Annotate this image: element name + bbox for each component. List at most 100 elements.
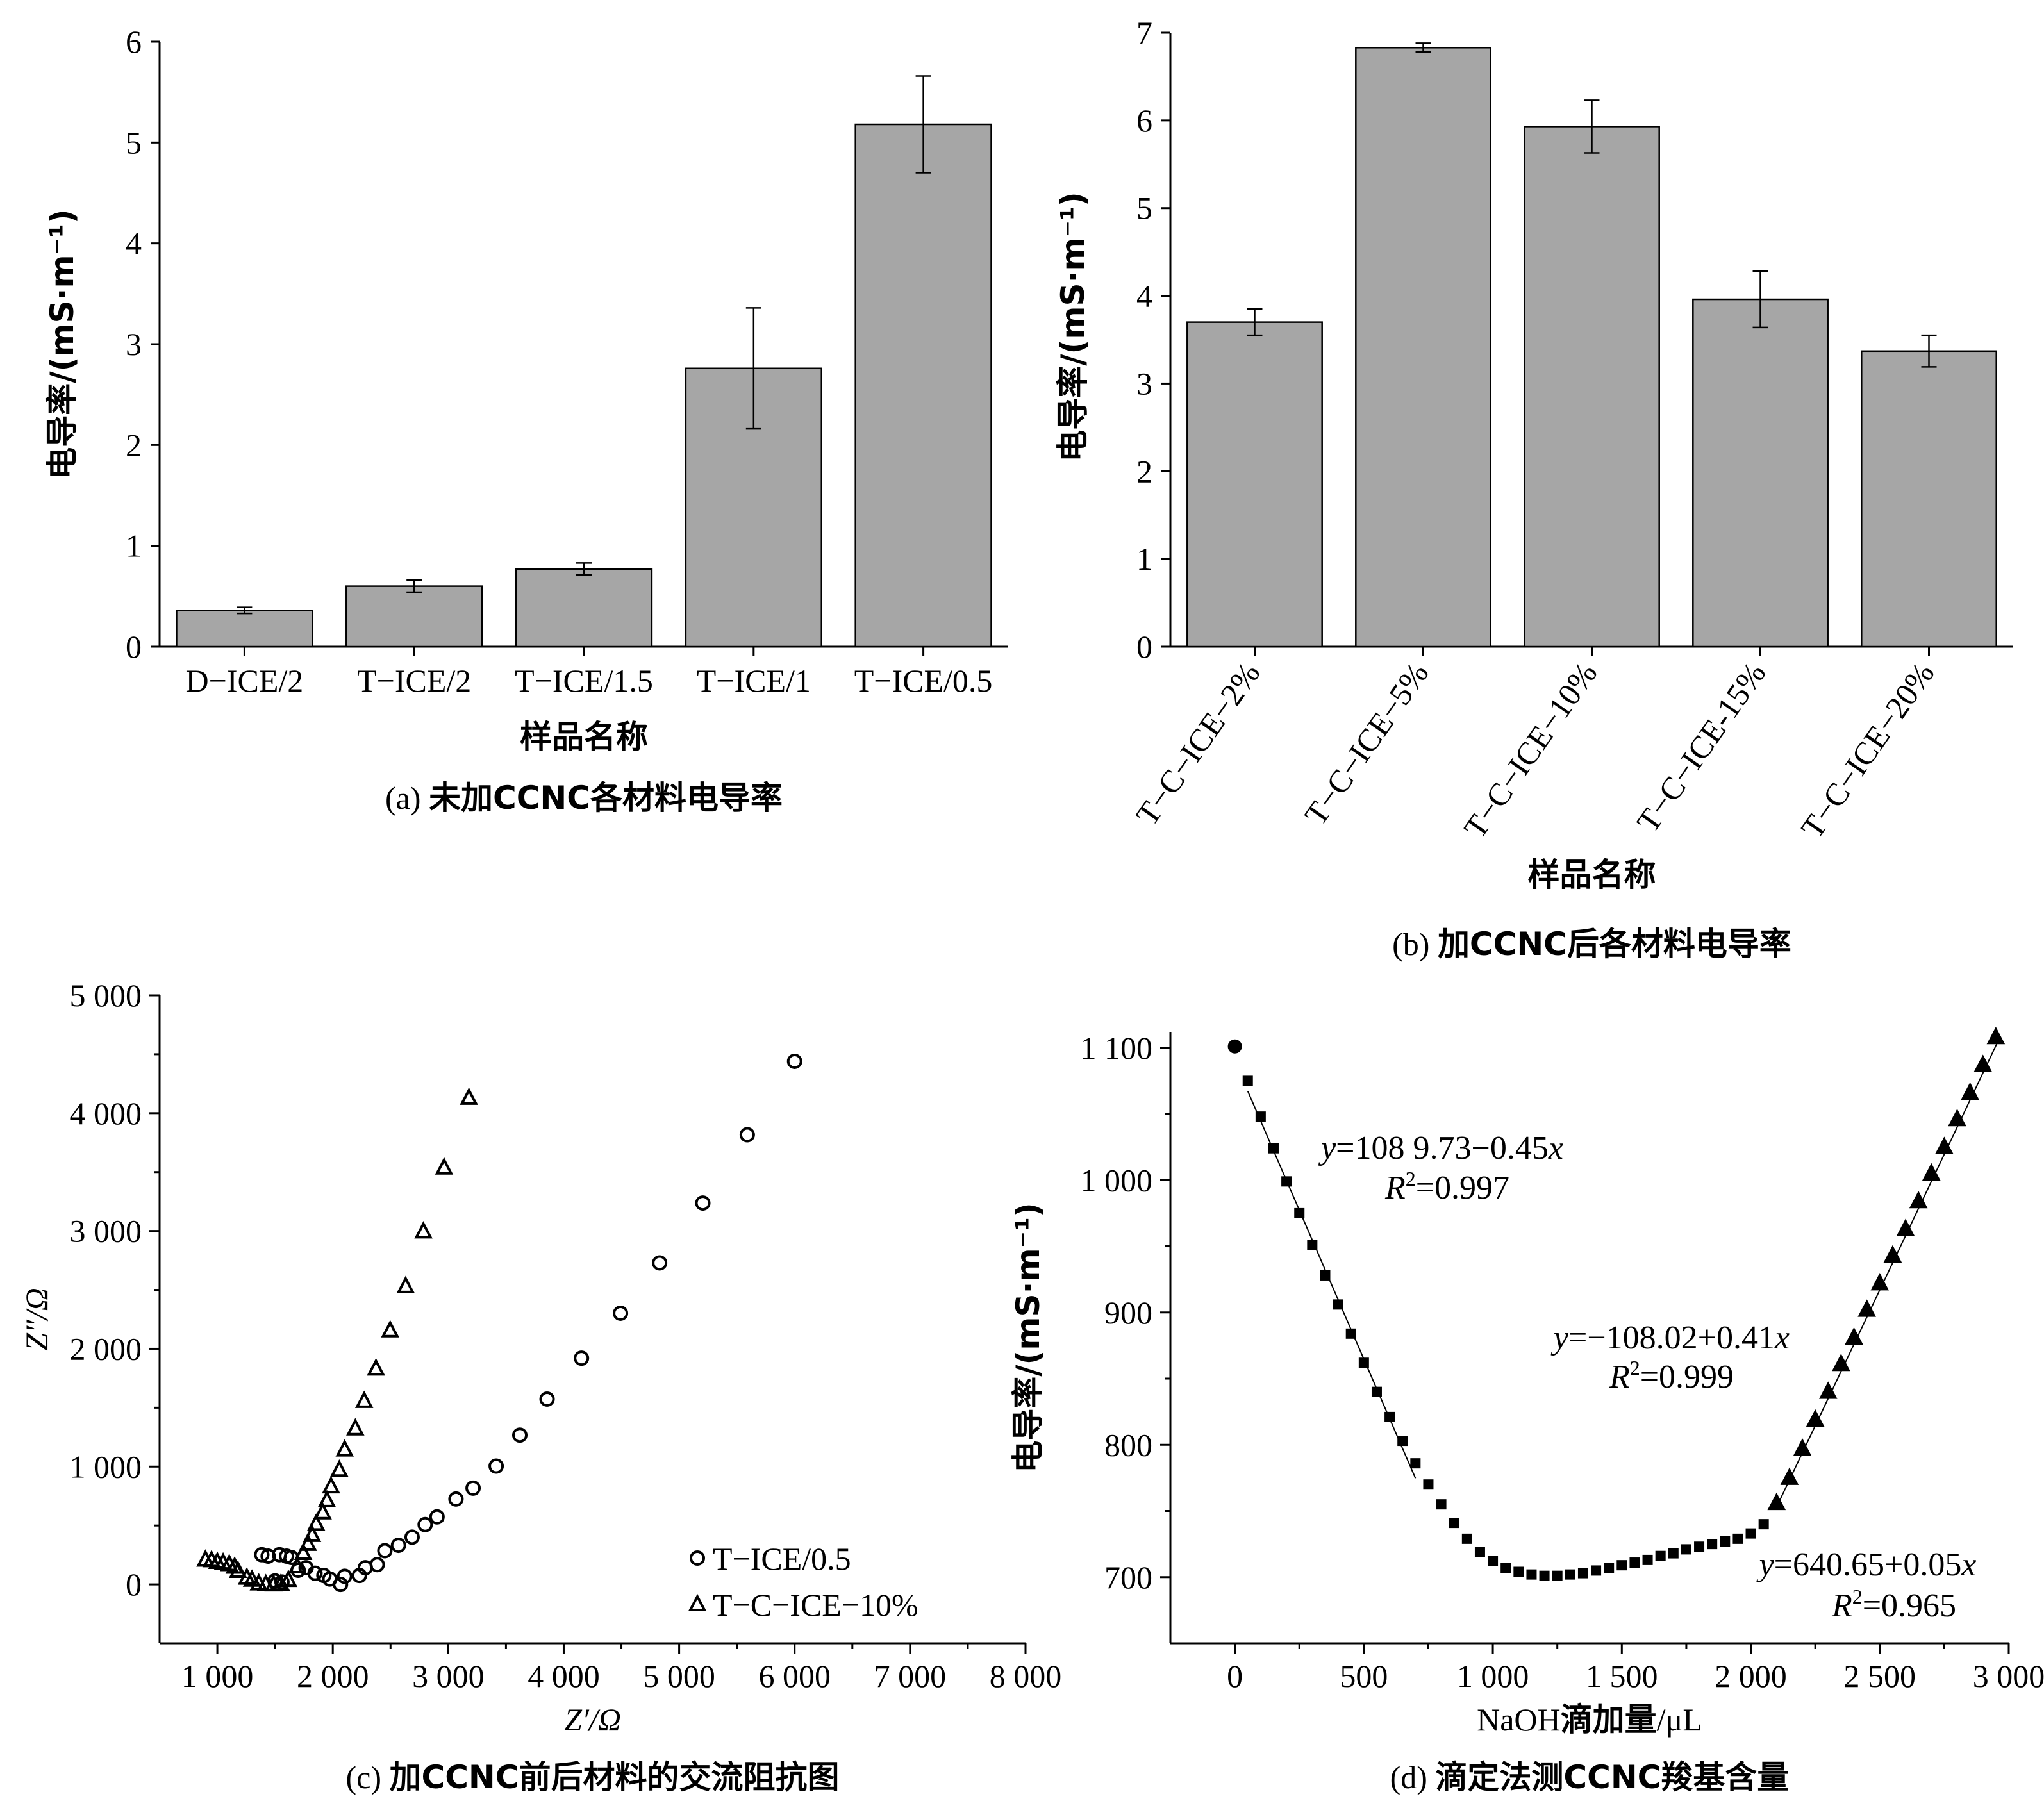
y-tick-label: 0	[126, 1566, 142, 1602]
y-tick-label: 5	[126, 124, 142, 160]
x-axis-label: 样品名称	[1528, 856, 1656, 893]
legend-label: T−C−ICE−10%	[713, 1587, 918, 1623]
data-point-triangle	[1883, 1245, 1902, 1263]
data-point-triangle	[242, 1569, 262, 1587]
data-point-square	[1320, 1270, 1331, 1281]
x-tick-label: 4 000	[528, 1658, 600, 1694]
data-point-triangle	[1767, 1492, 1786, 1511]
x-tick-label: T−ICE/1.5	[515, 663, 653, 699]
x-tick-label: 7 000	[874, 1658, 947, 1694]
data-point-circle	[448, 1491, 464, 1507]
data-point-triangle	[435, 1157, 454, 1175]
x-tick-label: 5 000	[643, 1658, 715, 1694]
data-point-square	[1552, 1570, 1563, 1581]
data-point-triangle	[1896, 1218, 1915, 1236]
data-point-triangle	[1922, 1163, 1941, 1181]
r2-sup: 2	[1630, 1356, 1640, 1379]
data-point-triangle	[1857, 1299, 1876, 1317]
x-tick-label: T−C−ICE−10%	[1457, 656, 1604, 845]
caption-text: 滴定法测CCNC羧基含量	[1435, 1759, 1789, 1796]
data-point-square	[1745, 1528, 1756, 1539]
data-point-triangle	[317, 1489, 337, 1507]
bar	[176, 610, 313, 648]
data-point-square	[1294, 1207, 1305, 1218]
data-point-square	[1307, 1240, 1318, 1250]
eq-y: y	[1550, 1320, 1569, 1356]
caption-text: 加CCNC前后材料的交流阻抗图	[390, 1759, 840, 1796]
r2-label: R	[1384, 1170, 1406, 1206]
r2-value: =0.997	[1416, 1170, 1509, 1206]
y-tick-label: 700	[1104, 1559, 1152, 1595]
eq-y: y	[1756, 1547, 1775, 1583]
data-point-square	[1681, 1544, 1691, 1555]
data-point-triangle	[1806, 1409, 1825, 1427]
y-axis-label: 电导率/(mS·m⁻¹)	[1010, 1202, 1047, 1472]
x-tick-label: 1 000	[181, 1658, 254, 1694]
r2-value: =0.965	[1863, 1588, 1956, 1624]
y-tick-label: 900	[1104, 1295, 1152, 1331]
data-point-square	[1255, 1111, 1266, 1122]
data-point-circle	[695, 1195, 711, 1211]
data-point-circle	[429, 1509, 445, 1525]
data-point-square	[1345, 1328, 1356, 1339]
data-point-triangle	[1935, 1136, 1954, 1154]
data-point-square	[1758, 1519, 1769, 1530]
data-point-circle	[613, 1305, 629, 1321]
y-tick-label: 0	[126, 629, 142, 665]
data-point-circle	[417, 1516, 433, 1532]
data-point-triangle	[294, 1542, 313, 1561]
x-tick-label: 2 500	[1844, 1658, 1916, 1694]
data-point-square	[1629, 1557, 1640, 1568]
data-point-circle	[377, 1543, 393, 1559]
eq-x: x	[1548, 1130, 1563, 1166]
data-point-circle	[786, 1053, 802, 1069]
data-point-circle	[337, 1568, 353, 1584]
data-point-triangle	[329, 1459, 349, 1477]
data-point-circle	[690, 1550, 705, 1566]
y-tick-label: 800	[1104, 1427, 1152, 1463]
data-point-circle	[652, 1255, 668, 1271]
x-axis-label: NaOH滴加量/μL	[1477, 1701, 1702, 1738]
data-point-triangle	[279, 1569, 298, 1588]
x-label-prefix: NaOH	[1477, 1702, 1561, 1738]
y-tick-label: 2	[126, 427, 142, 463]
y-tick-label: 1 000	[70, 1448, 142, 1484]
data-point-square	[1668, 1548, 1679, 1559]
data-point-square	[1461, 1533, 1472, 1544]
y-tick-label: 1 000	[1081, 1162, 1153, 1198]
data-point-triangle	[322, 1475, 340, 1494]
data-point-triangle	[313, 1502, 332, 1520]
data-point-square	[1513, 1566, 1524, 1577]
data-point-triangle	[335, 1439, 354, 1457]
r2-sup: 2	[1406, 1167, 1416, 1190]
data-point-square	[1707, 1539, 1718, 1550]
data-point-square	[1500, 1563, 1511, 1573]
fit-line	[1775, 1040, 1999, 1507]
data-point-triangle	[346, 1418, 365, 1436]
caption-prefix: (a)	[385, 780, 429, 816]
y-tick-label: 3	[126, 326, 142, 362]
data-point-circle	[1227, 1039, 1242, 1054]
data-point-triangle	[367, 1358, 385, 1376]
x-tick-label: 6 000	[758, 1658, 831, 1694]
x-tick-label: 1 000	[1457, 1658, 1529, 1694]
y-tick-label: 1	[126, 528, 142, 564]
data-point-triangle	[1832, 1353, 1850, 1372]
data-point-square	[1565, 1569, 1575, 1580]
data-point-square	[1474, 1547, 1485, 1557]
y-tick-label: 2	[1136, 453, 1152, 489]
data-point-triangle	[396, 1275, 415, 1293]
data-point-triangle	[271, 1573, 290, 1591]
y-tick-label: 6	[1136, 103, 1152, 138]
data-point-square	[1397, 1436, 1408, 1447]
caption-prefix: (d)	[1390, 1759, 1436, 1795]
data-point-circle	[539, 1391, 555, 1407]
fit-r2: R2=0.965	[1831, 1585, 1956, 1624]
data-point-circle	[254, 1547, 270, 1563]
x-tick-label: 0	[1227, 1658, 1243, 1694]
data-point-triangle	[1973, 1054, 1993, 1072]
bar	[1355, 47, 1491, 648]
data-point-circle	[369, 1557, 385, 1573]
data-point-triangle	[1870, 1273, 1890, 1291]
data-point-triangle	[299, 1533, 317, 1551]
